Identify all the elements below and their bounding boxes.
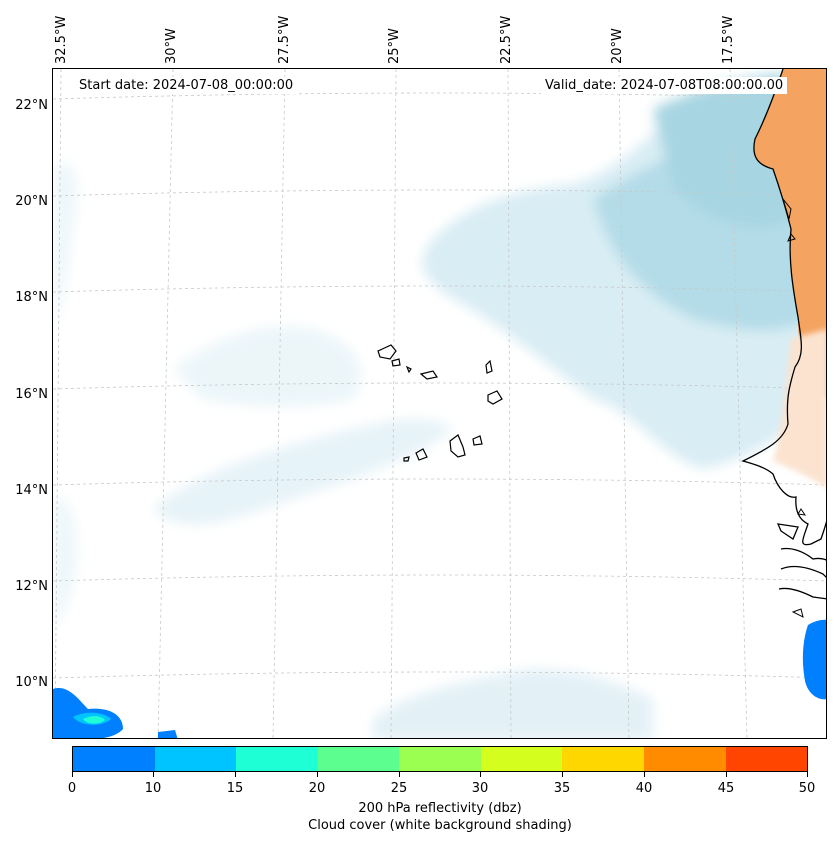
- lat-label: 22°N: [15, 98, 48, 113]
- colorbar-tick-label: 20: [308, 781, 326, 796]
- colorbar: [72, 746, 808, 772]
- cloud-cover: [53, 69, 826, 738]
- colorbar-tick-label: 50: [798, 781, 816, 796]
- colorbar-segment: [562, 747, 644, 771]
- colorbar-tick-label: 45: [717, 781, 735, 796]
- lon-label: 25°W: [387, 28, 402, 64]
- colorbar-tick: [480, 772, 481, 777]
- lat-label: 10°N: [15, 675, 48, 690]
- colorbar-segment: [480, 747, 563, 771]
- colorbar-tick: [562, 772, 563, 777]
- lon-label: 17.5°W: [721, 15, 736, 64]
- colorbar-tick: [317, 772, 318, 777]
- lon-label: 22.5°W: [499, 15, 514, 64]
- graticule: [53, 69, 826, 738]
- colorbar-tick-label: 0: [67, 781, 77, 796]
- colorbar-segment: [399, 747, 481, 771]
- colorbar-tick: [235, 772, 236, 777]
- colorbar-tick: [399, 772, 400, 777]
- colorbar-tick-label: 15: [226, 781, 244, 796]
- lon-label: 30°W: [164, 28, 179, 64]
- colorbar-sublabel: Cloud cover (white background shading): [308, 818, 572, 833]
- colorbar-tick-label: 40: [635, 781, 653, 796]
- map-canvas: [53, 69, 826, 738]
- colorbar-tick: [807, 772, 808, 777]
- colorbar-tick: [644, 772, 645, 777]
- map-panel[interactable]: Start date: 2024-07-08_00:00:00 Valid_da…: [52, 68, 827, 739]
- colorbar-label: 200 hPa reflectivity (dbz): [358, 801, 522, 816]
- lat-label: 20°N: [15, 194, 48, 209]
- colorbar-tick-label: 10: [144, 781, 162, 796]
- coastline: [741, 69, 826, 630]
- colorbar-tick: [726, 772, 727, 777]
- lat-label: 16°N: [15, 387, 48, 402]
- lat-label: 12°N: [15, 579, 48, 594]
- colorbar-segment: [154, 747, 237, 771]
- colorbar-segment: [725, 747, 808, 771]
- colorbar-segment: [317, 747, 400, 771]
- lon-label: 20°W: [610, 28, 625, 64]
- colorbar-tick: [72, 772, 73, 777]
- valid-date-label: Valid_date: 2024-07-08T08:00:00.00: [541, 77, 788, 94]
- colorbar-segment: [236, 747, 318, 771]
- land-africa: [754, 69, 826, 398]
- coastline-detail: [782, 198, 807, 618]
- colorbar-segment: [643, 747, 726, 771]
- lat-label: 14°N: [15, 483, 48, 498]
- colorbar-tick-label: 35: [553, 781, 571, 796]
- reflectivity-patches: [53, 619, 826, 738]
- lon-label: 27.5°W: [277, 15, 292, 64]
- land-africa-light: [773, 329, 826, 488]
- colorbar-tick: [153, 772, 154, 777]
- colorbar-tick-label: 25: [390, 781, 408, 796]
- lon-label: 32.5°W: [54, 15, 69, 64]
- colorbar-tick-label: 30: [471, 781, 489, 796]
- start-date-label: Start date: 2024-07-08_00:00:00: [75, 77, 298, 94]
- lat-label: 18°N: [15, 290, 48, 305]
- colorbar-segment: [73, 747, 155, 771]
- cape-verde-islands: [377, 344, 503, 462]
